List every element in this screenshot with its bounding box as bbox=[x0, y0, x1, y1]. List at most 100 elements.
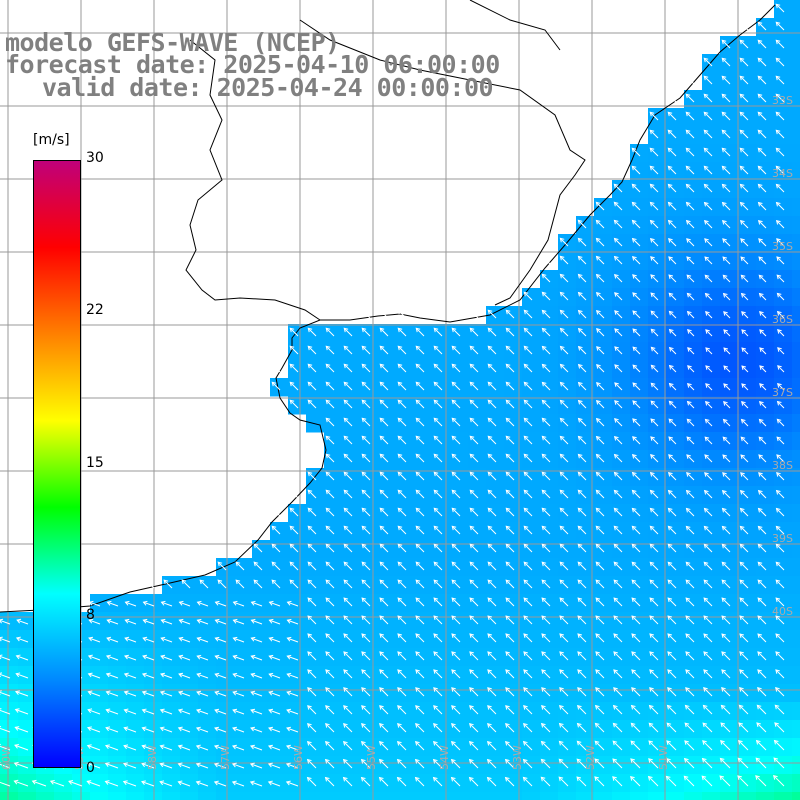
field-cell bbox=[648, 756, 667, 775]
field-cell bbox=[486, 486, 505, 505]
wind-arrow bbox=[773, 775, 785, 787]
field-cell bbox=[774, 576, 793, 595]
field-cell bbox=[684, 594, 703, 613]
wind-arrow bbox=[451, 327, 461, 337]
field-cell bbox=[684, 414, 703, 433]
field-cell bbox=[180, 666, 199, 685]
field-cell bbox=[702, 594, 721, 613]
field-cell bbox=[216, 594, 235, 613]
wind-arrow bbox=[505, 435, 515, 445]
field-cell bbox=[396, 756, 415, 775]
wind-arrow bbox=[559, 525, 569, 535]
field-cell bbox=[774, 72, 793, 91]
field-cell bbox=[450, 324, 469, 343]
wind-arrow bbox=[613, 219, 623, 229]
wind-arrow bbox=[721, 39, 731, 49]
wind-arrow bbox=[721, 669, 731, 679]
wind-arrow bbox=[721, 111, 731, 121]
field-cell bbox=[792, 378, 800, 397]
lon-label: 54W bbox=[438, 745, 451, 770]
field-cell bbox=[630, 252, 649, 271]
colorbar-tick-30: 30 bbox=[86, 150, 104, 166]
field-cell bbox=[666, 306, 685, 325]
wind-arrow bbox=[631, 471, 641, 481]
wind-arrow bbox=[159, 708, 173, 715]
field-cell bbox=[738, 36, 757, 55]
wind-arrow bbox=[595, 453, 605, 463]
wind-arrow bbox=[451, 489, 461, 499]
field-cell bbox=[378, 666, 397, 685]
wind-arrow bbox=[0, 743, 11, 751]
field-cell bbox=[540, 306, 559, 325]
wind-arrow bbox=[235, 561, 245, 571]
wind-arrow bbox=[631, 219, 641, 229]
field-cell bbox=[738, 234, 757, 253]
field-cell bbox=[432, 504, 451, 523]
wind-arrow bbox=[577, 273, 587, 283]
wind-arrow bbox=[649, 543, 659, 553]
field-cell bbox=[180, 630, 199, 649]
wind-arrow bbox=[703, 561, 713, 571]
wind-arrow bbox=[577, 309, 587, 319]
field-cell bbox=[648, 594, 667, 613]
field-cell bbox=[378, 522, 397, 541]
field-cell bbox=[342, 612, 361, 631]
wind-arrow bbox=[705, 347, 713, 355]
field-cell bbox=[306, 774, 325, 793]
wind-arrow bbox=[433, 525, 443, 535]
wind-arrow bbox=[379, 507, 389, 517]
wind-arrow bbox=[141, 780, 155, 787]
field-cell bbox=[450, 648, 469, 667]
wind-arrow bbox=[702, 722, 713, 733]
field-cell bbox=[540, 414, 559, 433]
field-cell bbox=[468, 576, 487, 595]
wind-arrow bbox=[122, 780, 137, 787]
field-cell bbox=[342, 342, 361, 361]
field-cell bbox=[612, 540, 631, 559]
wind-arrow bbox=[596, 364, 605, 373]
wind-arrow bbox=[469, 327, 479, 337]
field-cell bbox=[666, 612, 685, 631]
field-cell bbox=[702, 540, 721, 559]
field-cell bbox=[450, 684, 469, 703]
wind-arrow bbox=[649, 651, 659, 661]
wind-arrow bbox=[141, 708, 155, 715]
wind-arrow bbox=[325, 597, 335, 607]
field-cell bbox=[432, 558, 451, 577]
field-cell bbox=[774, 270, 793, 289]
wind-arrow bbox=[541, 579, 551, 589]
wind-arrow bbox=[704, 472, 713, 481]
field-cell bbox=[594, 558, 613, 577]
wind-arrow bbox=[379, 309, 389, 319]
field-cell bbox=[432, 684, 451, 703]
field-cell bbox=[684, 756, 703, 775]
field-cell bbox=[630, 648, 649, 667]
wind-arrow bbox=[450, 740, 461, 751]
field-cell bbox=[342, 324, 361, 343]
field-cell bbox=[792, 666, 800, 685]
field-cell bbox=[450, 756, 469, 775]
field-cell bbox=[756, 198, 775, 217]
wind-arrow bbox=[343, 471, 353, 481]
wind-arrow bbox=[145, 579, 155, 589]
field-cell bbox=[360, 666, 379, 685]
field-cell bbox=[414, 540, 433, 559]
field-cell bbox=[684, 288, 703, 307]
field-cell bbox=[558, 288, 577, 307]
field-cell bbox=[216, 756, 235, 775]
field-cell bbox=[162, 666, 181, 685]
wind-arrow bbox=[595, 615, 605, 625]
wind-arrow bbox=[105, 654, 119, 661]
wind-arrow bbox=[667, 507, 677, 517]
wind-arrow bbox=[0, 726, 11, 733]
wind-arrow bbox=[541, 309, 551, 319]
field-cell bbox=[90, 756, 109, 775]
field-cell bbox=[720, 468, 739, 487]
wind-arrow bbox=[577, 669, 587, 679]
field-cell bbox=[378, 648, 397, 667]
wind-arrow bbox=[758, 292, 767, 301]
wind-arrow bbox=[613, 201, 623, 211]
wind-arrow bbox=[594, 704, 605, 715]
field-cell bbox=[684, 126, 703, 145]
field-cell bbox=[720, 558, 739, 577]
